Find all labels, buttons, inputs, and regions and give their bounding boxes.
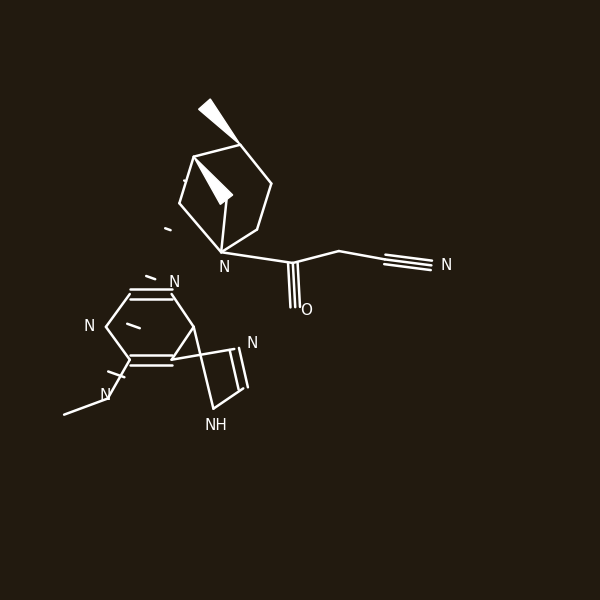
Text: O: O xyxy=(300,302,312,317)
Text: N: N xyxy=(247,335,258,350)
Text: N: N xyxy=(169,275,180,290)
Polygon shape xyxy=(194,157,233,205)
Text: NH: NH xyxy=(205,418,228,433)
Text: N: N xyxy=(440,258,452,273)
Text: N: N xyxy=(218,260,230,275)
Polygon shape xyxy=(199,99,240,145)
Text: N: N xyxy=(83,319,95,334)
Text: N: N xyxy=(99,388,110,403)
